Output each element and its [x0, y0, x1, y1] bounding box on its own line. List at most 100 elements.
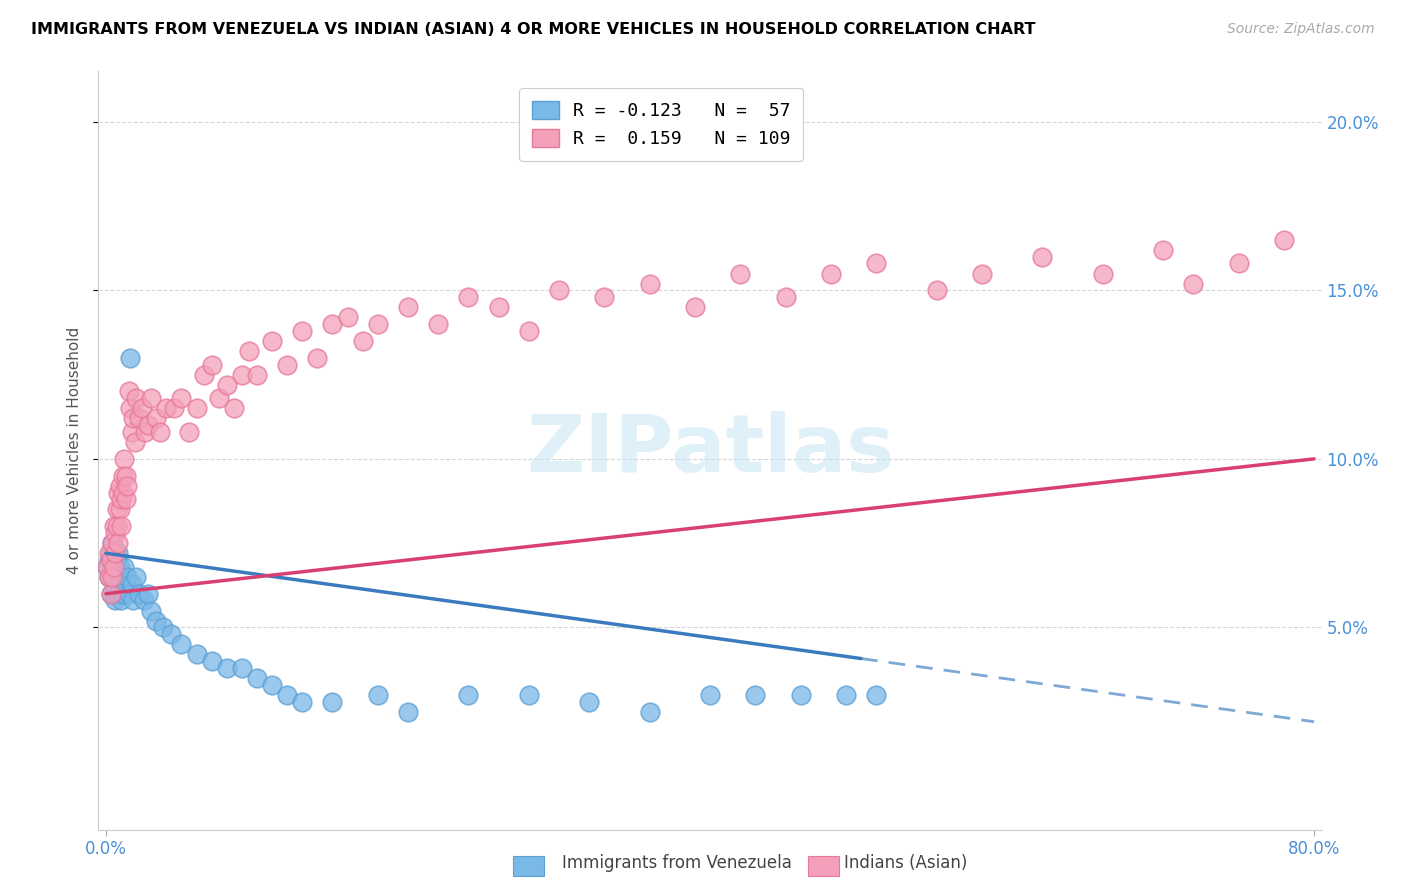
Point: [517, 324, 540, 338]
Point: [100, 546, 122, 560]
Point: [865, 688, 887, 702]
Point: [124, 435, 146, 450]
Point: [103, 559, 125, 574]
Point: [336, 310, 359, 325]
Point: [111, 587, 134, 601]
Point: [100, 587, 122, 601]
Point: [1182, 277, 1205, 291]
Point: [108, 580, 131, 594]
Point: [105, 502, 128, 516]
Text: Immigrants from Venezuela: Immigrants from Venezuela: [562, 855, 792, 872]
Point: [1227, 256, 1250, 270]
Point: [699, 688, 721, 702]
Point: [96, 559, 118, 574]
Point: [103, 587, 125, 601]
Point: [1272, 233, 1295, 247]
Y-axis label: 4 or more Vehicles in Household: 4 or more Vehicles in Household: [67, 326, 83, 574]
Point: [548, 284, 571, 298]
Point: [208, 391, 231, 405]
Point: [114, 492, 136, 507]
Point: [307, 351, 329, 365]
Point: [728, 267, 751, 281]
Point: [321, 317, 343, 331]
Point: [835, 688, 858, 702]
Point: [1152, 243, 1174, 257]
Point: [396, 705, 419, 719]
Point: [117, 587, 139, 601]
Point: [107, 587, 129, 601]
Point: [352, 334, 374, 348]
Point: [122, 593, 145, 607]
Point: [970, 267, 993, 281]
Point: [134, 425, 156, 439]
Point: [101, 536, 124, 550]
Text: Indians (Asian): Indians (Asian): [844, 855, 967, 872]
Point: [291, 694, 314, 708]
Point: [276, 688, 298, 702]
Point: [103, 570, 125, 584]
Point: [100, 553, 122, 567]
Point: [104, 576, 127, 591]
Point: [820, 267, 842, 281]
Point: [108, 502, 131, 516]
Point: [276, 358, 298, 372]
Point: [231, 368, 253, 382]
Point: [105, 570, 128, 584]
Point: [246, 368, 269, 382]
Point: [110, 519, 132, 533]
Legend: R = -0.123   N =  57, R =  0.159   N = 109: R = -0.123 N = 57, R = 0.159 N = 109: [519, 88, 803, 161]
Point: [925, 284, 948, 298]
Point: [105, 553, 128, 567]
Point: [1031, 250, 1053, 264]
Point: [107, 546, 129, 560]
Point: [121, 576, 143, 591]
Point: [120, 401, 142, 416]
Text: ZIPatlas: ZIPatlas: [526, 411, 894, 490]
Point: [238, 344, 260, 359]
Point: [246, 671, 269, 685]
Point: [121, 425, 143, 439]
Text: Source: ZipAtlas.com: Source: ZipAtlas.com: [1227, 22, 1375, 37]
Point: [170, 391, 193, 405]
Point: [117, 384, 139, 399]
Point: [201, 654, 224, 668]
Point: [152, 620, 174, 634]
Point: [155, 401, 177, 416]
Point: [110, 593, 132, 607]
Point: [186, 401, 208, 416]
Point: [125, 570, 148, 584]
Point: [96, 559, 118, 574]
Point: [201, 358, 224, 372]
Point: [108, 479, 131, 493]
Point: [110, 570, 132, 584]
Point: [215, 661, 238, 675]
Point: [105, 519, 128, 533]
Point: [101, 536, 124, 550]
Point: [262, 334, 284, 348]
Point: [108, 559, 131, 574]
Point: [775, 290, 797, 304]
Point: [136, 418, 159, 433]
Point: [114, 580, 136, 594]
Point: [115, 479, 138, 493]
Point: [593, 290, 616, 304]
Point: [427, 317, 450, 331]
Point: [224, 401, 246, 416]
Point: [865, 256, 887, 270]
Point: [149, 425, 172, 439]
Point: [111, 468, 134, 483]
Point: [104, 546, 127, 560]
Point: [131, 401, 153, 416]
Point: [101, 570, 124, 584]
Point: [132, 593, 155, 607]
Point: [98, 570, 121, 584]
Point: [145, 411, 167, 425]
Point: [578, 694, 600, 708]
Point: [125, 391, 148, 405]
Point: [517, 688, 540, 702]
Point: [122, 411, 145, 425]
Point: [488, 300, 510, 314]
Point: [215, 377, 238, 392]
Point: [744, 688, 766, 702]
Point: [141, 603, 163, 617]
